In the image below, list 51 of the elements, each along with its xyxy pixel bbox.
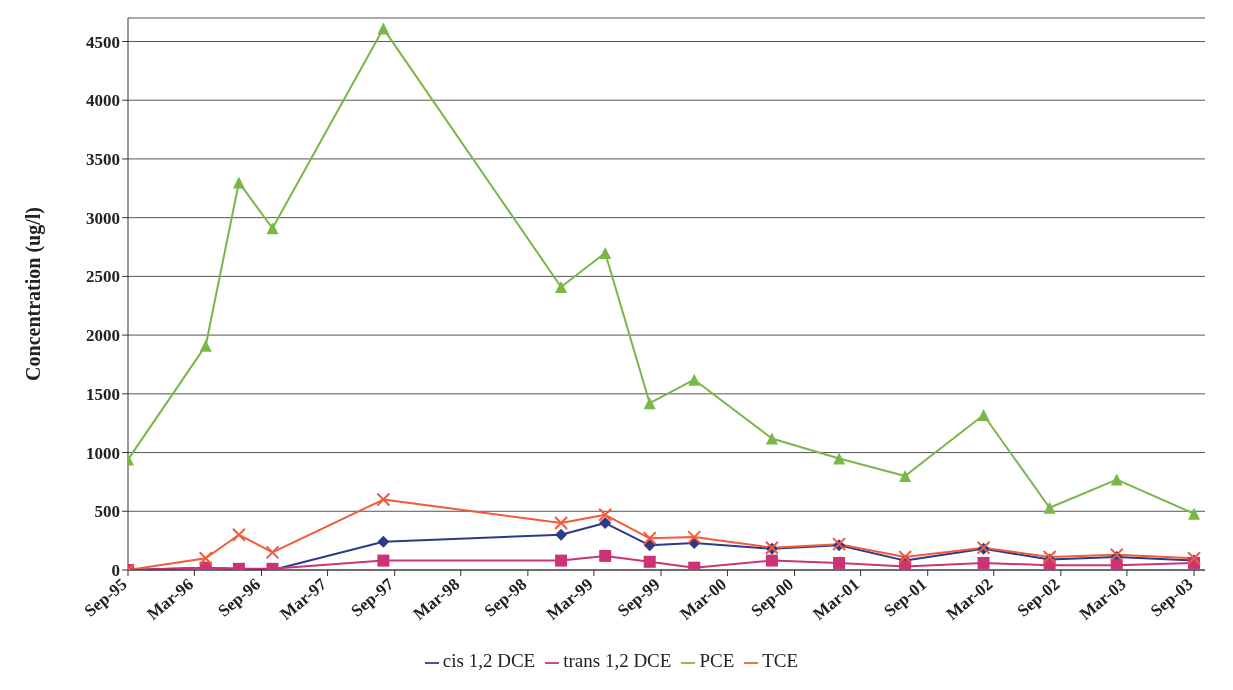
point xyxy=(687,530,702,545)
point xyxy=(198,551,213,566)
point xyxy=(643,397,656,410)
point xyxy=(1110,473,1123,486)
point xyxy=(555,554,568,567)
point xyxy=(377,554,390,567)
point xyxy=(199,339,212,352)
point xyxy=(833,452,846,465)
point xyxy=(555,528,568,541)
y-tick-label: 2000 xyxy=(86,326,120,346)
point xyxy=(642,531,657,546)
point xyxy=(977,408,990,421)
point xyxy=(643,555,656,568)
point xyxy=(1110,559,1123,570)
point xyxy=(688,373,701,386)
point xyxy=(377,22,390,35)
point xyxy=(898,550,913,565)
point xyxy=(377,535,390,548)
point xyxy=(599,517,612,530)
point xyxy=(1188,507,1201,520)
legend-label: PCE xyxy=(699,650,735,671)
point xyxy=(899,470,912,483)
point xyxy=(376,492,391,507)
point xyxy=(977,556,990,569)
point xyxy=(555,280,568,293)
y-tick-label: 2500 xyxy=(86,267,120,287)
y-tick-label: 1000 xyxy=(86,443,120,463)
legend-label: trans 1,2 DCE xyxy=(563,650,672,671)
y-tick-label: 4000 xyxy=(86,91,120,111)
point xyxy=(599,549,612,562)
legend-label: TCE xyxy=(762,650,799,671)
point xyxy=(232,176,245,189)
point xyxy=(1043,501,1056,514)
y-tick-label: 500 xyxy=(94,502,120,522)
y-tick-label: 1500 xyxy=(86,384,120,404)
point xyxy=(231,527,246,542)
point xyxy=(765,554,778,567)
point xyxy=(598,507,613,522)
y-tick-label: 4500 xyxy=(86,32,120,52)
point xyxy=(265,545,280,560)
y-tick-label: 3500 xyxy=(86,149,120,169)
point xyxy=(643,539,656,552)
point xyxy=(765,432,778,445)
point xyxy=(833,556,846,569)
point xyxy=(554,516,569,531)
point xyxy=(1109,547,1124,562)
point xyxy=(266,222,279,235)
y-tick-label: 3000 xyxy=(86,208,120,228)
legend-label: cis 1,2 DCE xyxy=(442,650,536,671)
point xyxy=(599,246,612,259)
y-axis-title: Concentration (ug/l) xyxy=(22,207,46,381)
